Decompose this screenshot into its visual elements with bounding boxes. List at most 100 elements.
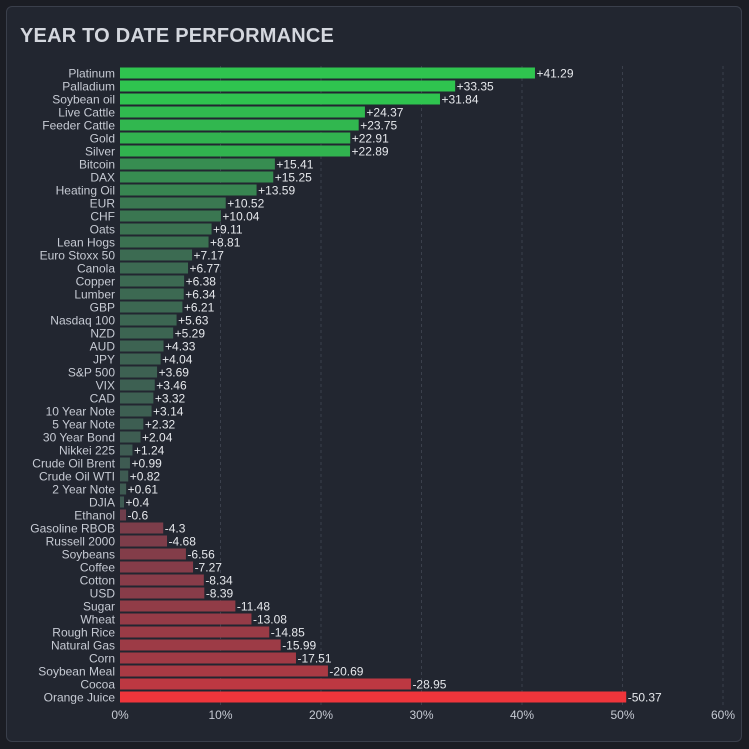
value-label: +33.35 (457, 79, 494, 93)
value-label: +0.99 (131, 456, 162, 470)
bar (120, 353, 161, 365)
bar (120, 561, 194, 573)
bar (120, 457, 130, 469)
bar (120, 67, 535, 79)
category-label: Live Cattle (58, 105, 115, 119)
bar (120, 574, 204, 586)
bar (120, 379, 155, 391)
value-label: +15.41 (276, 157, 313, 171)
category-label: Silver (85, 144, 115, 158)
bar (120, 444, 133, 456)
value-label: +8.81 (210, 235, 241, 249)
value-label: +10.04 (222, 209, 259, 223)
value-label: +6.77 (190, 261, 221, 275)
value-label: +2.04 (142, 430, 173, 444)
bar (120, 483, 127, 495)
value-label: -11.48 (237, 599, 270, 613)
bar (120, 223, 212, 235)
category-label: Ethanol (74, 508, 115, 522)
bar (120, 639, 281, 651)
value-label: +41.29 (536, 66, 573, 80)
bar (120, 509, 127, 521)
bar (120, 535, 168, 547)
category-label: Palladium (62, 79, 115, 93)
category-label: Platinum (68, 66, 115, 80)
bar (120, 522, 164, 534)
category-label: Orange Juice (44, 690, 116, 704)
value-label: +5.63 (178, 313, 209, 327)
value-label: +0.4 (126, 495, 150, 509)
bar (120, 249, 193, 261)
category-label: 10 Year Note (46, 404, 116, 418)
value-label: -0.6 (128, 508, 149, 522)
value-label: -15.99 (282, 638, 316, 652)
value-label: +4.04 (162, 352, 193, 366)
value-label: +0.61 (128, 482, 159, 496)
value-label: +7.17 (194, 248, 225, 262)
bar (120, 613, 252, 625)
bar (120, 340, 164, 352)
bar (120, 158, 275, 170)
bar (120, 132, 351, 144)
bar (120, 275, 185, 287)
value-label: +0.82 (130, 469, 161, 483)
bar (120, 301, 183, 313)
bar (120, 184, 257, 196)
category-label: Copper (76, 274, 115, 288)
category-label: Nasdaq 100 (50, 313, 115, 327)
value-label: +6.38 (186, 274, 217, 288)
value-label: +3.46 (156, 378, 187, 392)
bar (120, 327, 174, 339)
category-label: Crude Oil WTI (39, 469, 115, 483)
value-label: +24.37 (366, 105, 403, 119)
category-label: Cotton (80, 573, 115, 587)
bar (120, 470, 129, 482)
x-tick-label: 60% (711, 708, 735, 722)
value-label: -14.85 (271, 625, 305, 639)
bar (120, 236, 209, 248)
category-label: Gold (90, 131, 115, 145)
category-label: Sugar (83, 599, 115, 613)
value-label: +23.75 (360, 118, 397, 132)
x-tick-label: 40% (510, 708, 534, 722)
value-label: -8.39 (206, 586, 234, 600)
value-label: +10.52 (227, 196, 264, 210)
bar (120, 652, 296, 664)
category-label: DAX (90, 170, 115, 184)
value-label: +5.29 (175, 326, 206, 340)
bar (120, 145, 351, 157)
category-label: Lean Hogs (57, 235, 115, 249)
value-label: -4.3 (165, 521, 186, 535)
bar (120, 548, 186, 560)
value-label: -6.56 (187, 547, 215, 561)
bar (120, 600, 236, 612)
category-label: Heating Oil (56, 183, 115, 197)
category-label: Euro Stoxx 50 (40, 248, 116, 262)
category-label: Soybean oil (52, 92, 115, 106)
bar (120, 119, 359, 131)
category-label: Russell 2000 (46, 534, 116, 548)
category-label: Rough Rice (52, 625, 115, 639)
value-label: -8.34 (205, 573, 233, 587)
value-label: -50.37 (628, 690, 662, 704)
bar (120, 587, 205, 599)
category-label: JPY (93, 352, 115, 366)
category-label: Cocoa (80, 677, 115, 691)
category-label: NZD (90, 326, 115, 340)
category-label: Feeder Cattle (42, 118, 115, 132)
category-label: Oats (90, 222, 115, 236)
value-label: +2.32 (145, 417, 176, 431)
category-label: Wheat (80, 612, 115, 626)
bar (120, 262, 189, 274)
value-label: -17.51 (297, 651, 331, 665)
bar (120, 106, 365, 118)
bar (120, 665, 328, 677)
value-label: +9.11 (213, 222, 243, 236)
value-label: +6.34 (185, 287, 216, 301)
bar (120, 691, 627, 703)
value-label: +6.21 (184, 300, 215, 314)
category-label: USD (90, 586, 116, 600)
bar (120, 405, 152, 417)
x-tick-label: 0% (111, 708, 129, 722)
